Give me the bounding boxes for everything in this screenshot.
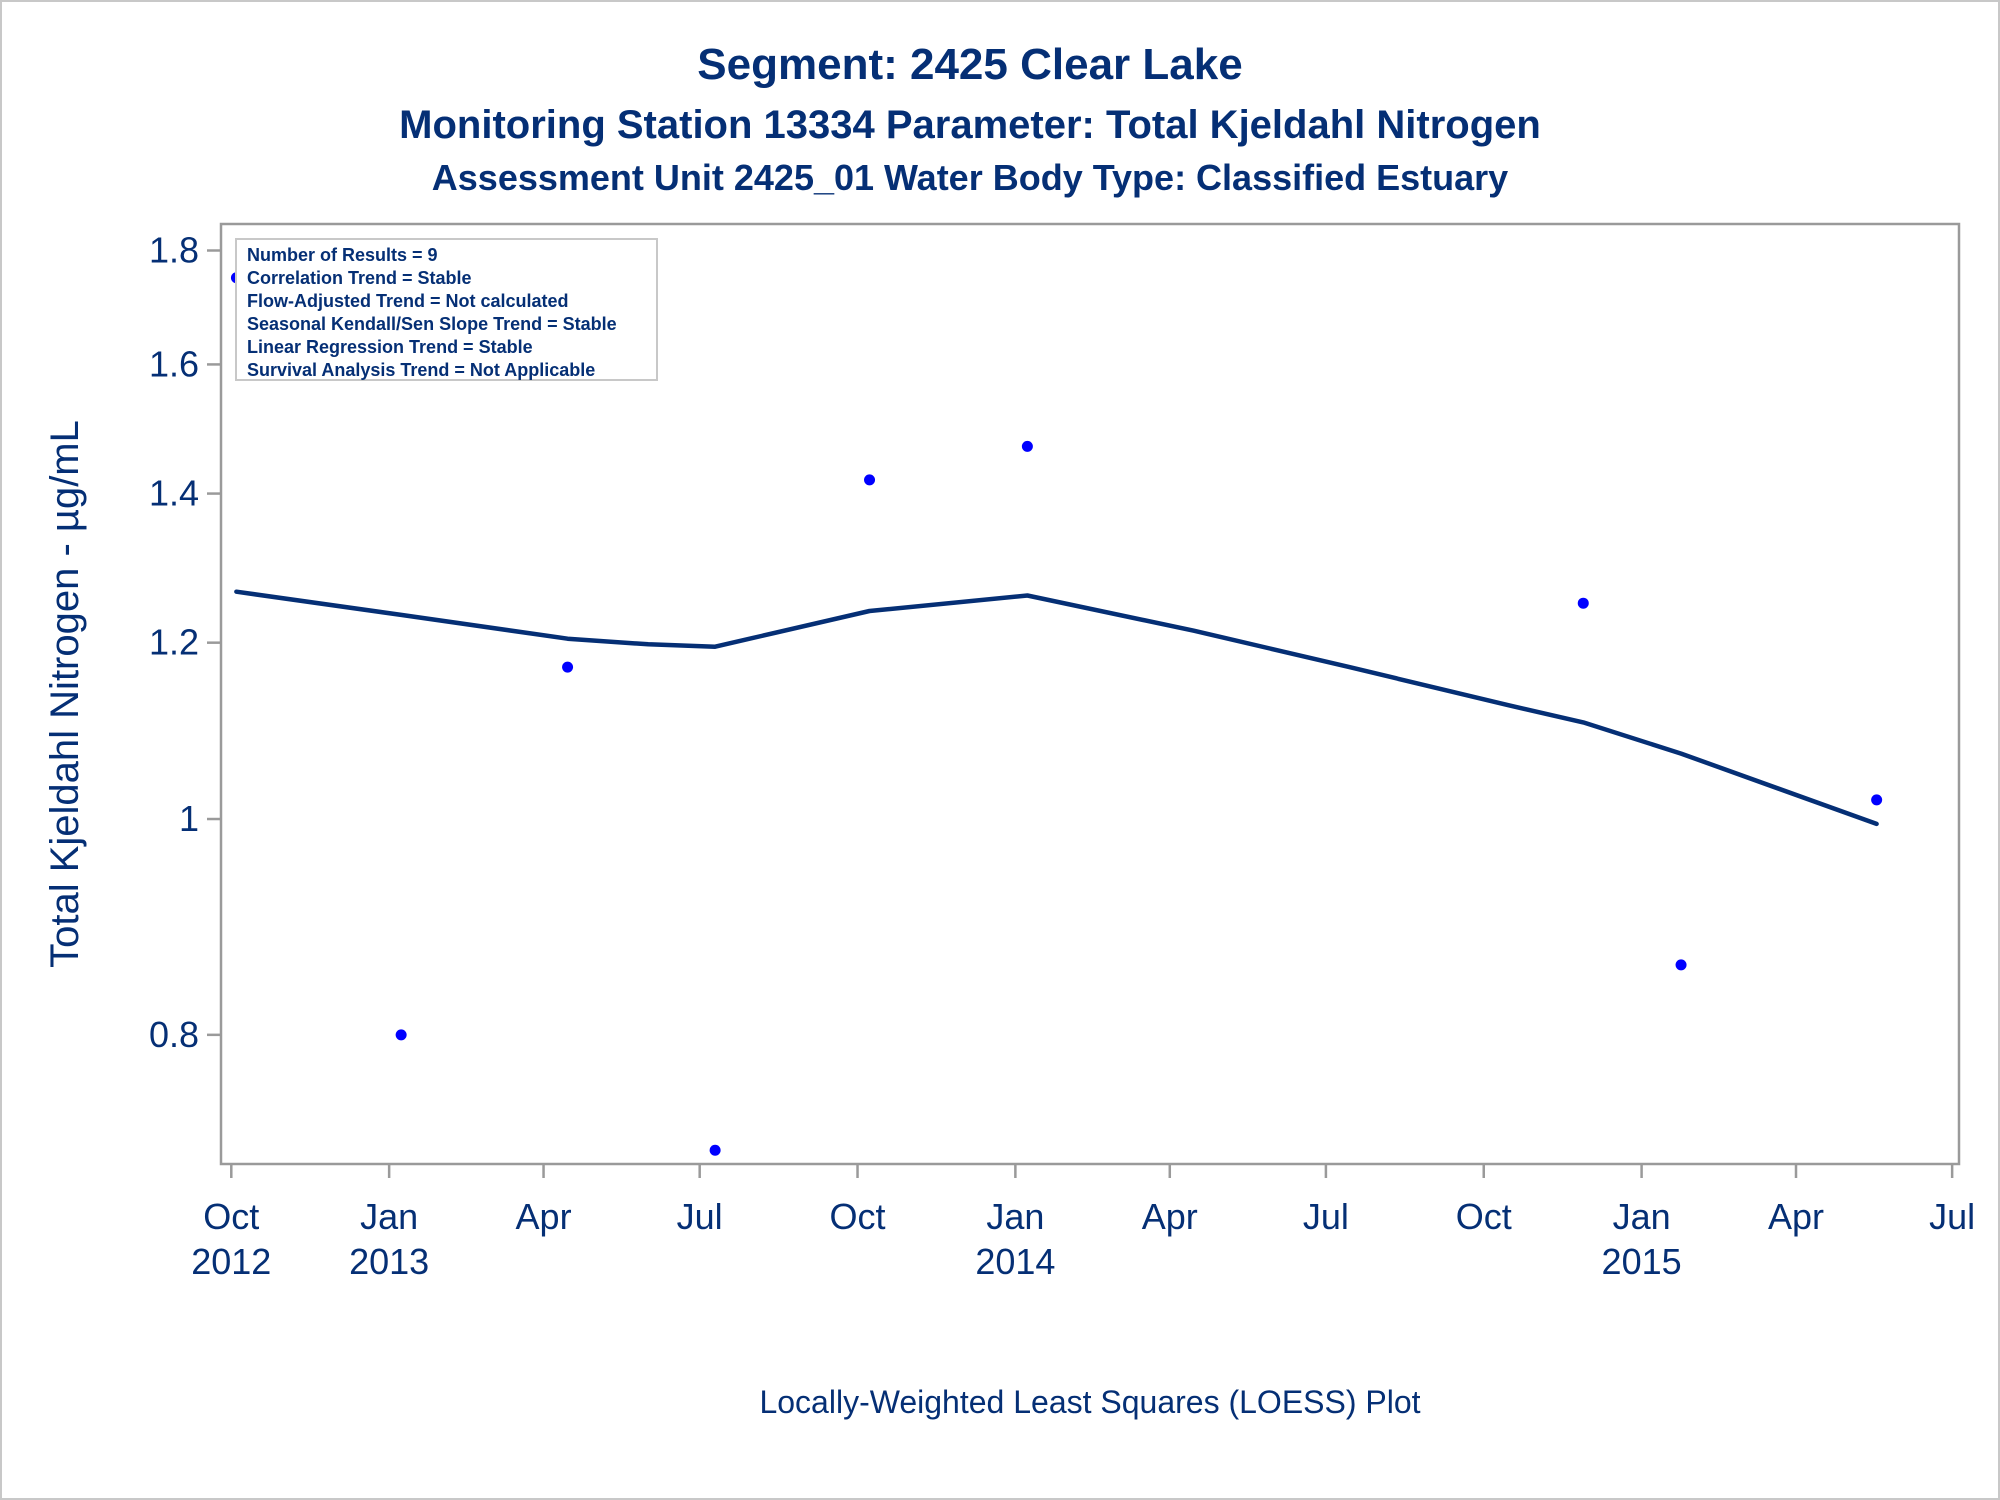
chart-title: Segment: 2425 Clear Lake [697, 40, 1242, 89]
x-tick-month-label: Jan [360, 1196, 418, 1237]
x-tick-month-label: Jan [986, 1196, 1044, 1237]
x-tick-month-label: Oct [1456, 1196, 1512, 1237]
y-axis: 0.8 1 1.2 1.4 1.6 1.8 [149, 230, 221, 1055]
chart-subtitle: Monitoring Station 13334 Parameter: Tota… [399, 103, 1541, 147]
x-tick-month-label: Jul [677, 1196, 723, 1237]
stats-inset-box [235, 238, 658, 381]
stats-inset-line: Number of Results = 9 [247, 245, 438, 265]
data-point [562, 661, 574, 673]
stats-inset-line: Linear Regression Trend = Stable [247, 337, 533, 357]
stats-inset-line: Survival Analysis Trend = Not Applicable [247, 360, 595, 380]
x-tick-year-label: 2012 [191, 1241, 271, 1282]
y-axis-label: Total Kjeldahl Nitrogen - µg/mL [43, 420, 87, 968]
x-tick-month-label: Jul [1929, 1196, 1975, 1237]
data-point [1675, 959, 1687, 971]
x-tick-month-label: Apr [1142, 1196, 1198, 1237]
data-point [1021, 440, 1033, 452]
x-tick-month-label: Jul [1303, 1196, 1349, 1237]
chart-footnote: Locally-Weighted Least Squares (LOESS) P… [759, 1384, 1420, 1420]
y-tick-label: 1.4 [149, 473, 199, 514]
x-tick-month-label: Apr [1768, 1196, 1824, 1237]
y-tick-label: 1.8 [149, 230, 199, 271]
x-tick-year-label: 2013 [349, 1241, 429, 1282]
y-tick-label: 0.8 [149, 1014, 199, 1055]
y-tick-label: 1.2 [149, 622, 199, 663]
x-tick-year-label: 2014 [975, 1241, 1055, 1282]
x-tick-month-label: Jan [1613, 1196, 1671, 1237]
y-tick-label: 1 [179, 798, 199, 839]
data-point [1577, 597, 1589, 609]
y-tick-label: 1.6 [149, 343, 199, 384]
data-point [864, 474, 876, 486]
data-points-layer [230, 272, 1883, 1156]
chart-subtitle-2: Assessment Unit 2425_01 Water Body Type:… [432, 157, 1508, 198]
x-tick-month-label: Apr [516, 1196, 572, 1237]
x-tick-month-label: Oct [203, 1196, 259, 1237]
data-point [1871, 794, 1883, 806]
loess-line [234, 589, 1879, 827]
x-tick-year-label: 2015 [1602, 1241, 1682, 1282]
data-point [395, 1029, 407, 1041]
stats-inset-line: Seasonal Kendall/Sen Slope Trend = Stabl… [247, 314, 617, 334]
stats-inset-line: Correlation Trend = Stable [247, 268, 472, 288]
x-tick-month-label: Oct [830, 1196, 886, 1237]
loess-line-layer [234, 589, 1879, 827]
stats-inset-line: Flow-Adjusted Trend = Not calculated [247, 291, 569, 311]
data-point [709, 1144, 721, 1156]
stats-inset: Number of Results = 9 Correlation Trend =… [247, 245, 617, 380]
